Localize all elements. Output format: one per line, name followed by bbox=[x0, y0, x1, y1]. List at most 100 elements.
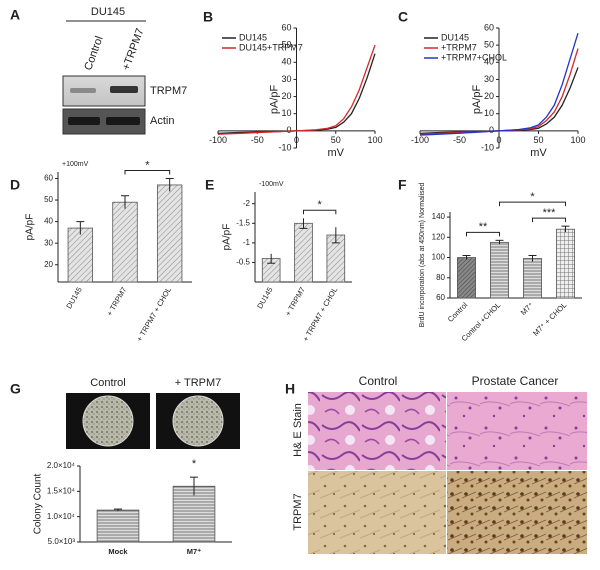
histology-image bbox=[447, 471, 587, 554]
y-tick-label: 20 bbox=[484, 91, 494, 101]
annotation: +100mV bbox=[62, 161, 89, 168]
blot-row-label: Actin bbox=[150, 115, 174, 127]
y-tick-label: 100 bbox=[432, 253, 446, 262]
data-line bbox=[217, 44, 376, 135]
panel-letter: B bbox=[203, 9, 213, 25]
y-tick-label: 140 bbox=[432, 212, 446, 221]
significance-label: * bbox=[145, 159, 150, 171]
lane-label: +TRPM7 bbox=[120, 27, 146, 72]
legend-label: DU145+TRPM7 bbox=[239, 42, 303, 52]
significance-label: * bbox=[192, 458, 197, 470]
significance-label: *** bbox=[543, 207, 557, 219]
y-tick-label: 10 bbox=[484, 108, 494, 118]
legend-label: +TRPM7+CHOL bbox=[441, 52, 507, 62]
lane-label: Control bbox=[82, 35, 105, 72]
legend-label: DU145 bbox=[441, 32, 469, 42]
panel-letter: A bbox=[10, 7, 20, 23]
image-label: + TRPM7 bbox=[175, 377, 222, 389]
blot-title: DU145 bbox=[91, 6, 125, 18]
bar bbox=[172, 485, 216, 543]
significance-bracket bbox=[532, 217, 566, 223]
blot-band bbox=[110, 86, 138, 93]
x-tick-label: -100 bbox=[209, 135, 227, 145]
row-label: TRPM7 bbox=[292, 493, 304, 530]
panel-letter: E bbox=[205, 177, 214, 193]
y-tick-label: 1.0×10⁴ bbox=[47, 512, 76, 521]
panel-letter: H bbox=[285, 381, 295, 397]
panel-letter: G bbox=[10, 381, 21, 397]
column-label: Control bbox=[359, 374, 398, 388]
blot-row-label: TRPM7 bbox=[150, 85, 187, 97]
x-axis-label: mV bbox=[328, 147, 345, 159]
histology-image bbox=[308, 392, 446, 470]
significance-label: ** bbox=[479, 221, 488, 233]
y-tick-label: -10 bbox=[278, 142, 291, 152]
y-tick-label: -10 bbox=[481, 142, 494, 152]
x-tick-label: DU145 bbox=[64, 285, 83, 310]
significance-bracket bbox=[303, 209, 337, 215]
y-tick-label: 0 bbox=[489, 125, 494, 135]
blot-band bbox=[70, 88, 96, 93]
blot-band bbox=[106, 117, 140, 125]
colony-well bbox=[82, 395, 134, 447]
bar bbox=[156, 184, 183, 283]
bar bbox=[523, 258, 542, 299]
y-tick-label: -0.5 bbox=[236, 258, 250, 267]
x-tick-label: 50 bbox=[533, 135, 543, 145]
x-tick-label: Mock bbox=[108, 547, 128, 556]
x-tick-label: -50 bbox=[453, 135, 466, 145]
data-line bbox=[419, 48, 579, 135]
panel-letter: F bbox=[398, 177, 407, 193]
x-tick-label: DU145 bbox=[255, 285, 274, 310]
y-tick-label: 20 bbox=[281, 91, 291, 101]
y-tick-label: 50 bbox=[484, 40, 494, 50]
significance-label: * bbox=[318, 199, 323, 211]
y-tick-label: -1 bbox=[243, 238, 251, 247]
annotation: -100mV bbox=[259, 181, 284, 188]
x-tick-label: 100 bbox=[367, 135, 382, 145]
y-tick-label: 0 bbox=[286, 125, 291, 135]
x-tick-label: -100 bbox=[411, 135, 429, 145]
x-tick-label: 0 bbox=[496, 135, 501, 145]
y-axis-label: pA/pF bbox=[471, 84, 483, 114]
significance-bracket bbox=[466, 231, 500, 237]
x-tick-label: 0 bbox=[294, 135, 299, 145]
histology-image bbox=[447, 392, 587, 470]
bar bbox=[112, 201, 138, 283]
y-tick-label: 30 bbox=[484, 74, 494, 84]
y-tick-label: 60 bbox=[44, 174, 53, 183]
panel-letter: D bbox=[10, 177, 20, 193]
data-line bbox=[419, 32, 579, 136]
significance-label: * bbox=[530, 191, 535, 203]
bar bbox=[96, 509, 140, 543]
y-tick-label: 5.0×10³ bbox=[48, 537, 76, 546]
y-tick-label: 40 bbox=[281, 57, 291, 67]
x-axis-label: mV bbox=[530, 147, 547, 159]
bar bbox=[457, 257, 476, 299]
significance-bracket bbox=[124, 169, 171, 175]
y-axis-label: pA/pF bbox=[268, 84, 280, 114]
column-label: Prostate Cancer bbox=[472, 374, 559, 388]
bar bbox=[490, 241, 509, 299]
blot-band bbox=[68, 117, 100, 125]
y-tick-label: 1.5×10⁴ bbox=[47, 486, 76, 495]
y-axis-label: Colony Count bbox=[33, 473, 44, 534]
y-tick-label: 60 bbox=[484, 22, 494, 32]
y-tick-label: 50 bbox=[281, 40, 291, 50]
x-tick-label: M7⁺ + CHOL bbox=[531, 300, 568, 337]
y-tick-label: -2 bbox=[243, 199, 251, 208]
panel-letter: C bbox=[398, 9, 408, 25]
y-tick-label: 50 bbox=[44, 195, 53, 204]
x-tick-label: + TRPM7 + CHOL bbox=[135, 285, 173, 342]
y-tick-label: 20 bbox=[44, 260, 53, 269]
y-tick-label: 40 bbox=[484, 57, 494, 67]
y-tick-label: 2.0×10⁴ bbox=[47, 461, 76, 470]
row-label: H& E Stain bbox=[292, 403, 304, 457]
bar bbox=[556, 228, 575, 299]
y-axis-label: pA/pF bbox=[222, 224, 233, 251]
x-tick-label: M7⁺ bbox=[187, 547, 201, 556]
x-tick-label: Control bbox=[446, 300, 470, 324]
y-tick-label: 60 bbox=[436, 293, 445, 302]
x-tick-label: + TRPM7 bbox=[283, 285, 307, 317]
